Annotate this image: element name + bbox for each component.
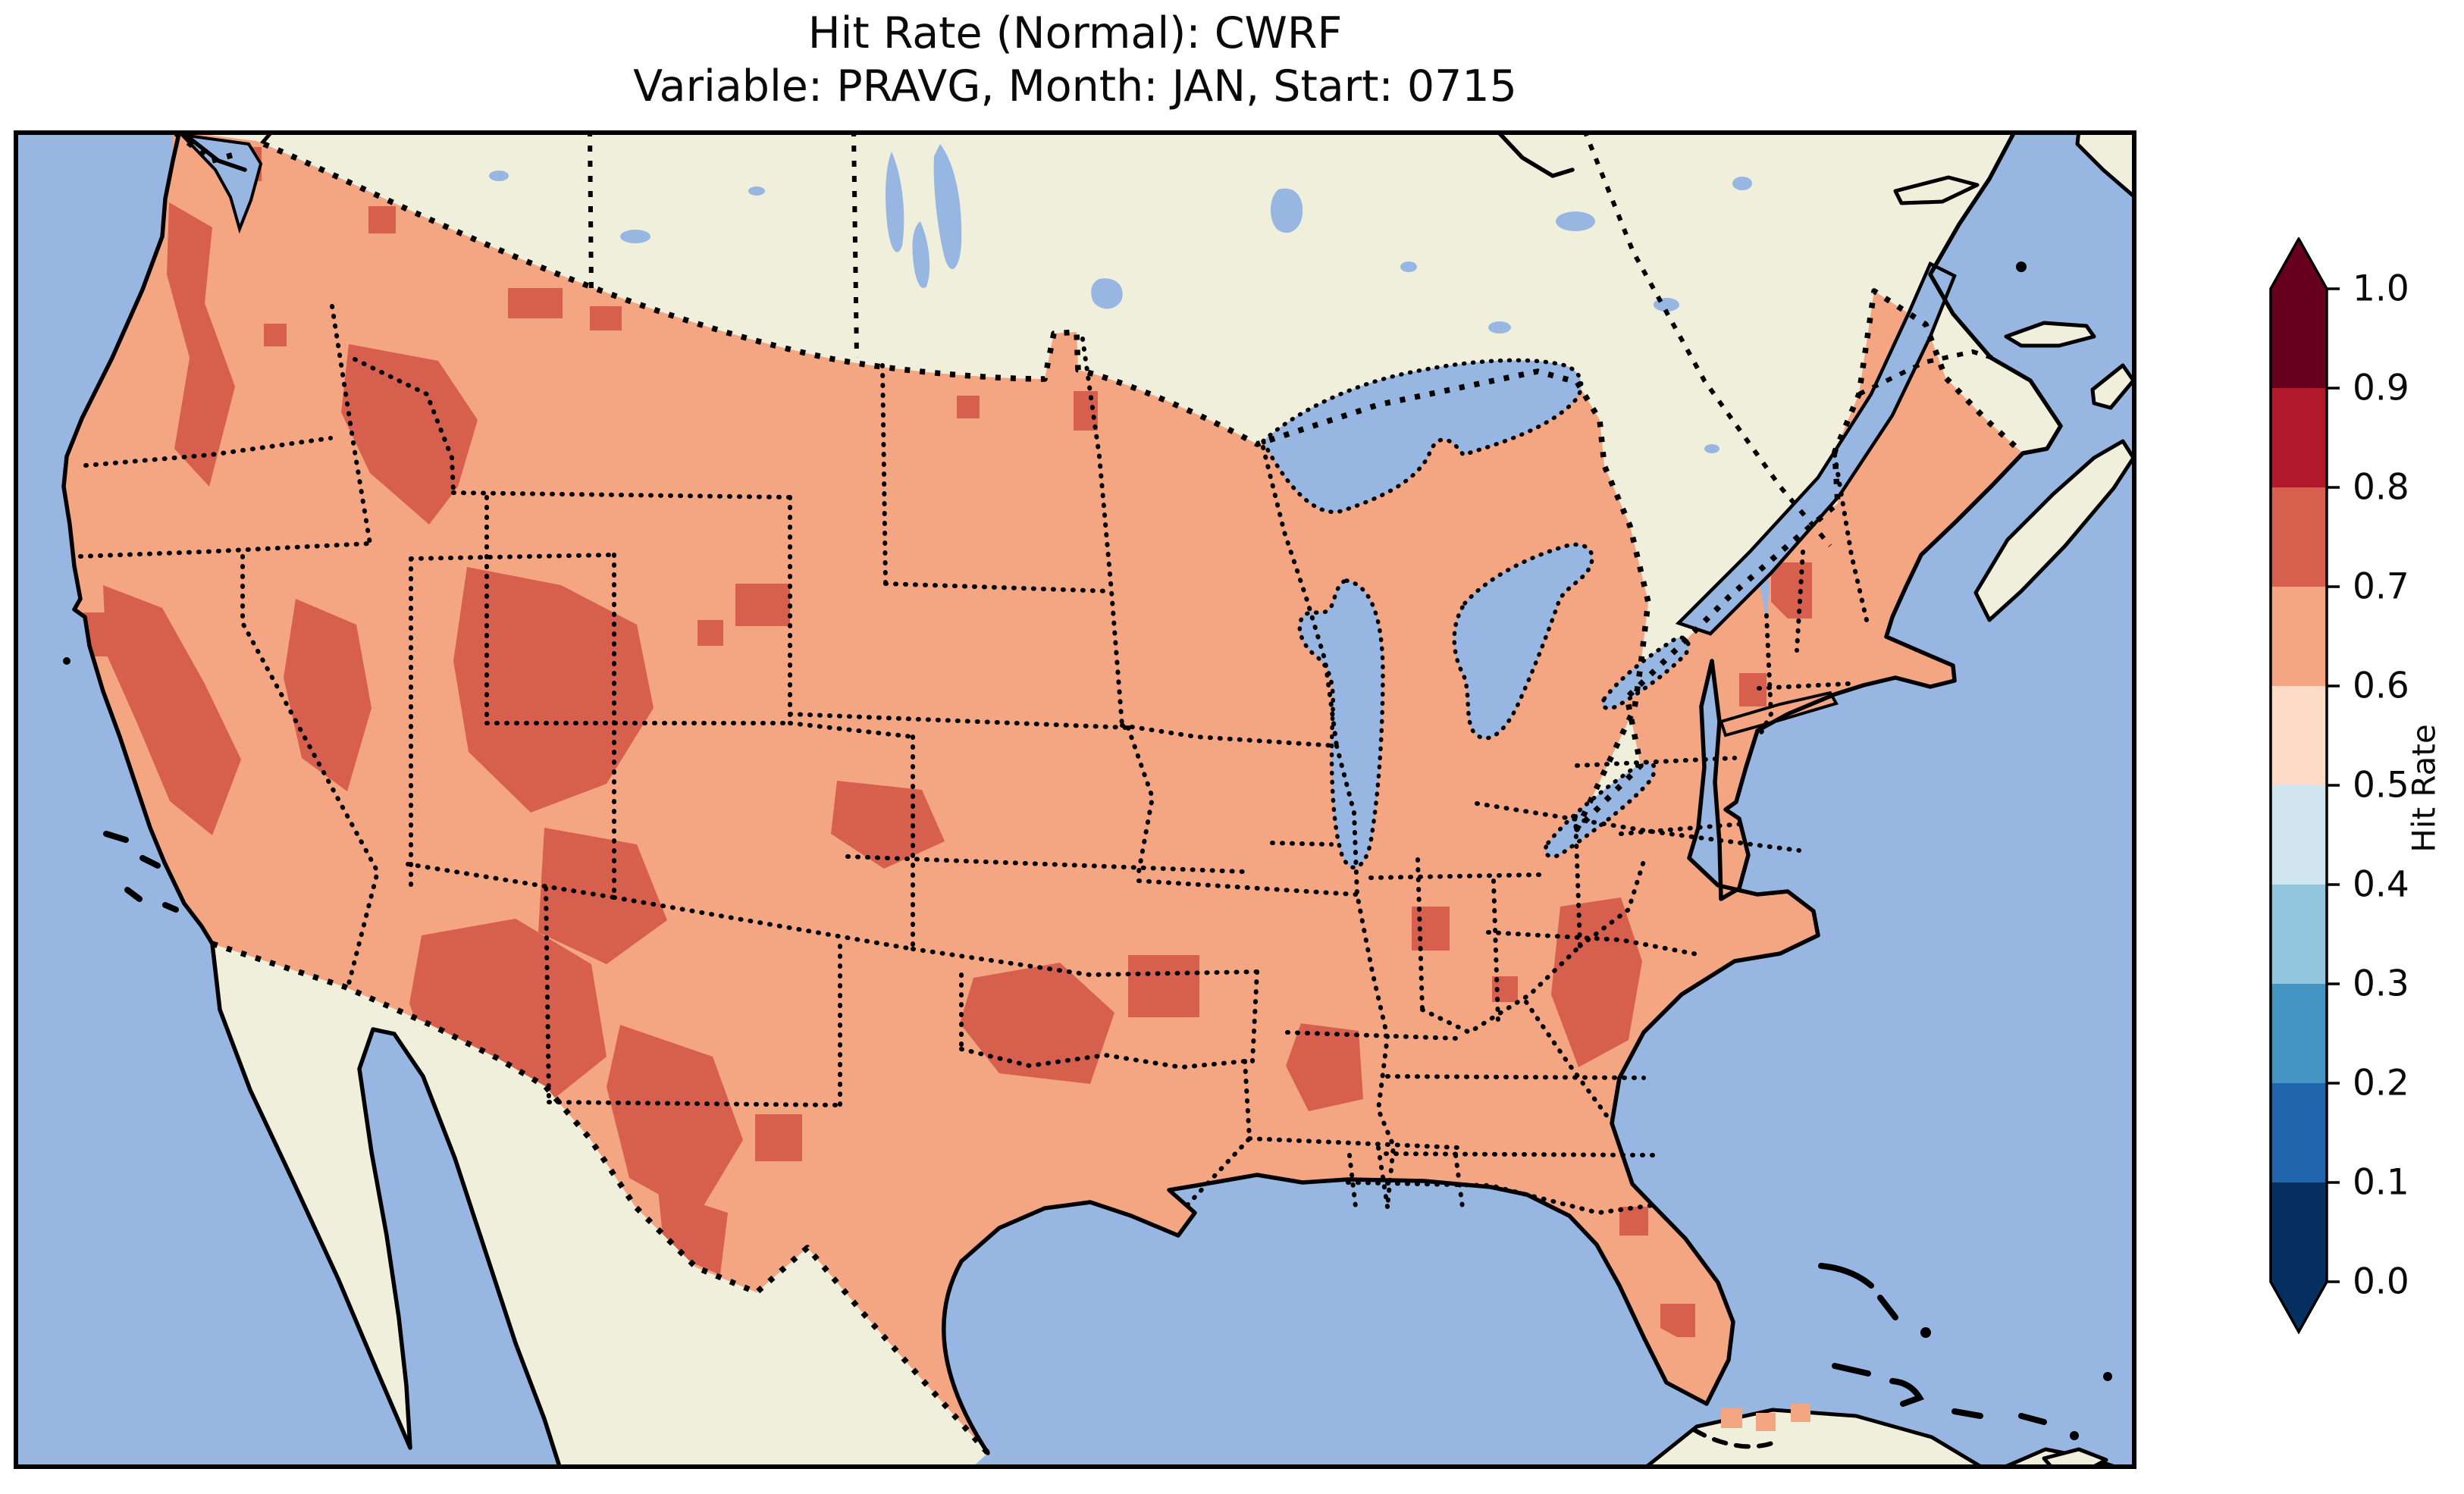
lake-superior [1261,358,1584,515]
colorbar-segment [2271,686,2327,786]
anticosti-island [1893,175,1980,205]
florida-keys-arc [1691,1427,1781,1449]
colorbar-tick-label: 0.2 [2353,1062,2409,1104]
mexico-land [212,944,988,1469]
colorbar-under-arrow [2271,1282,2327,1332]
colorbar-tick-label: 0.8 [2353,466,2409,509]
lake-huron [1452,542,1594,741]
colorbar [2269,237,2340,1335]
strait-juan-de-fuca-coast [177,130,247,172]
colorbar-axis-label: Hit Rate [2405,724,2443,853]
colorbar-tick-label: 0.0 [2353,1261,2409,1303]
lake-michigan [1297,578,1385,870]
long-island [1719,691,1839,738]
figure-title-line-2: Variable: PRAVG, Month: JAN, Start: 0715 [633,61,1517,111]
hudson-river-mark [1496,130,1575,178]
colorbar-tick-label: 0.1 [2353,1161,2409,1204]
gulf-atlantic-coastline [942,130,2063,1455]
colorbar-tick-label: 0.9 [2353,367,2409,409]
colorbar-segment [2271,885,2327,985]
colorbar-tick-label: 0.7 [2353,565,2409,608]
colorbar-segment [2271,1083,2327,1183]
state-borders [78,304,1869,1215]
prince-edward-island [2004,321,2096,348]
newfoundland-corner [2075,130,2136,201]
colorbar-tick-label: 0.4 [2353,863,2409,906]
peripheral-islands [175,130,2136,1469]
colorbar-over-arrow [2271,239,2327,289]
colorbar-tick-label: 0.6 [2353,665,2409,707]
colorbar-segment [2271,785,2327,885]
mexico-coastline [210,941,563,1469]
canada-province-borders [588,130,1993,547]
channel-islands [103,831,179,913]
map-frame [14,130,2136,1469]
florida-keys-cells [1721,1404,1810,1431]
colorbar-tick-label: 0.3 [2353,963,2409,1005]
colorbar-segment [2271,487,2327,587]
canada-land [264,130,2061,829]
us-canada-border [262,141,2025,832]
colorbar-tick-label: 0.5 [2353,764,2409,807]
island-dots [63,262,2112,1440]
pacific-coastline [61,130,215,946]
conus-hit-rate-map [14,130,2136,1469]
colorbar-segment [2271,1182,2327,1283]
puget-sound [177,133,263,234]
figure-title-line-1: Hit Rate (Normal): CWRF [807,8,1343,58]
colorbar-segment [2271,984,2327,1084]
colorbar-segment [2271,587,2327,687]
high-hit-rate-patches [83,147,1812,1337]
colorbar-segment [2271,289,2327,389]
us-hit-rate-surface [64,130,2023,1453]
international-borders [174,131,2025,1455]
map-svg [14,130,2136,1469]
colorbar-segment [2271,388,2327,488]
st-lawrence-river [1675,261,1957,636]
small-island-marks [103,831,2047,1449]
colorbar-tick-label: 1.0 [2353,268,2409,310]
bahamas-islands [1818,1263,2047,1425]
strait-border [174,131,241,164]
cape-breton-island [2090,363,2136,410]
coastlines [61,130,2063,1469]
